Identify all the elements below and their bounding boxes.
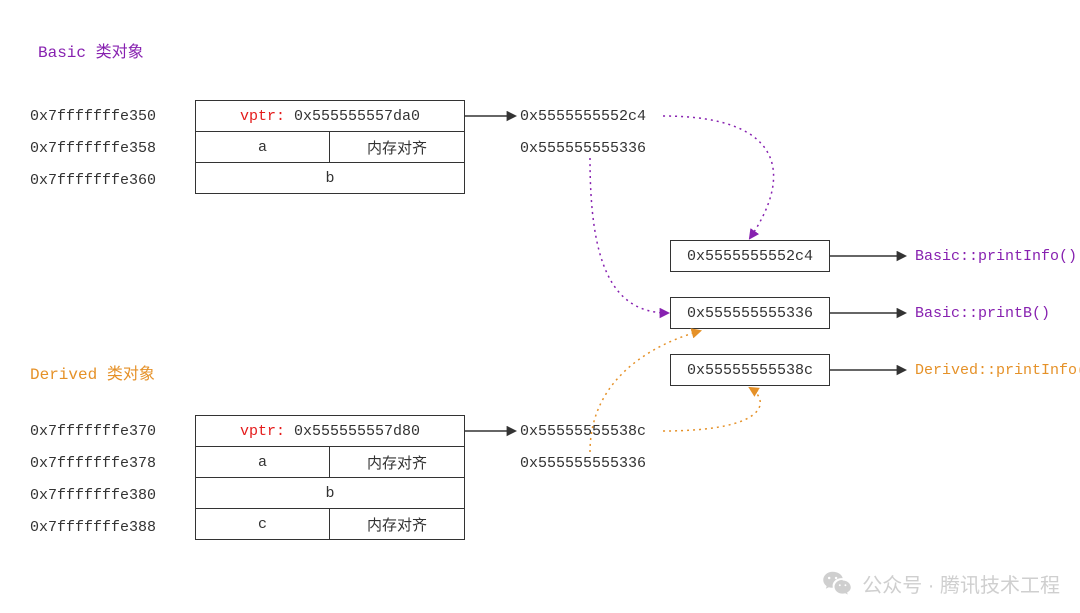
fn-box-0: 0x5555555552c4 [670,240,830,272]
basic-vtable-addr-0: 0x5555555552c4 [520,108,646,125]
fn-box-1: 0x555555555336 [670,297,830,329]
basic-addr-2: 0x7fffffffe360 [30,172,156,189]
fn-box-2: 0x55555555538c [670,354,830,386]
fn-label-2: Derived::printInfo() [915,362,1080,379]
derived-a-pad-cell: 内存对齐 [329,446,465,478]
derived-vtable-addr-1: 0x555555555336 [520,455,646,472]
arrow-basic-list0-to-fn0 [663,116,774,238]
derived-c-cell: c [195,508,330,540]
basic-a-cell: a [195,131,330,163]
derived-addr-3: 0x7fffffffe388 [30,519,156,536]
derived-addr-2: 0x7fffffffe380 [30,487,156,504]
basic-vtable-addr-1: 0x555555555336 [520,140,646,157]
derived-title: Derived 类对象 [30,360,155,384]
derived-a-cell: a [195,446,330,478]
derived-vptr-label: vptr: [240,423,285,440]
basic-addr-0: 0x7fffffffe350 [30,108,156,125]
basic-title: Basic 类对象 [38,38,144,62]
watermark: 公众号 · 腾讯技术工程 [822,568,1060,598]
fn-label-0: Basic::printInfo() [915,248,1077,265]
basic-b-cell: b [195,162,465,194]
derived-addr-1: 0x7fffffffe378 [30,455,156,472]
basic-addr-1: 0x7fffffffe358 [30,140,156,157]
derived-c-pad-cell: 内存对齐 [329,508,465,540]
derived-vptr-cell: vptr: 0x555555557d80 [195,415,465,447]
watermark-text: 公众号 · 腾讯技术工程 [862,569,1060,598]
derived-b-cell: b [195,477,465,509]
basic-vptr-value: 0x555555557da0 [294,108,420,125]
basic-vptr-label: vptr: [240,108,285,125]
derived-addr-0: 0x7fffffffe370 [30,423,156,440]
basic-a-pad-cell: 内存对齐 [329,131,465,163]
arrow-basic-list1-to-fn1 [590,158,668,313]
derived-vptr-value: 0x555555557d80 [294,423,420,440]
basic-vptr-cell: vptr: 0x555555557da0 [195,100,465,132]
derived-vtable-addr-0: 0x55555555538c [520,423,646,440]
wechat-icon [822,568,852,598]
fn-label-1: Basic::printB() [915,305,1050,322]
arrow-derived-list0-to-fn2 [663,388,760,431]
